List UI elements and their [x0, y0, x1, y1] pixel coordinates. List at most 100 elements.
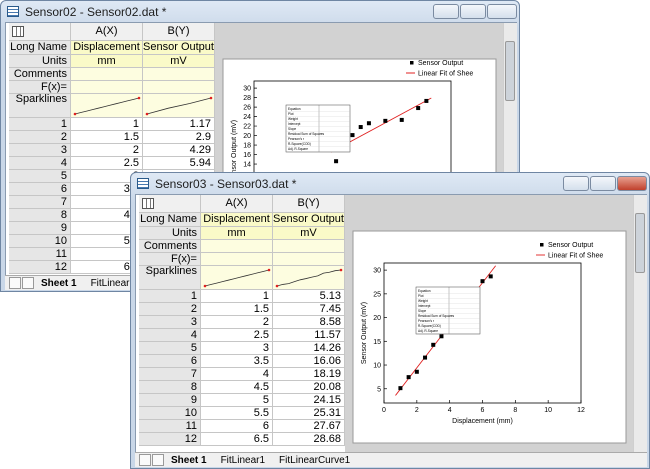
column-header[interactable]: B(Y)	[273, 195, 345, 213]
sparkline-end	[339, 268, 343, 272]
label-cell[interactable]: Sensor Output	[273, 213, 345, 227]
sheet-tab[interactable]: Sheet 1	[41, 278, 77, 289]
row-number: 4	[9, 157, 71, 170]
scrollbar-thumb[interactable]	[505, 41, 515, 101]
data-cell[interactable]: 1.5	[201, 303, 273, 316]
tab-next[interactable]	[22, 277, 34, 289]
data-cell[interactable]: 5.13	[273, 290, 345, 303]
y-tick-label: 20	[373, 315, 381, 322]
fit-table-label: Slope	[288, 127, 296, 131]
data-cell[interactable]: 27.67	[273, 420, 345, 433]
label-cell[interactable]: Sensor Output	[143, 41, 215, 55]
close-button[interactable]	[617, 176, 647, 191]
minimize-button[interactable]	[563, 176, 589, 191]
label-cell[interactable]: mV	[273, 227, 345, 240]
data-cell[interactable]: 2.5	[201, 329, 273, 342]
data-cell[interactable]: 3.5	[201, 355, 273, 368]
row-number: 10	[9, 235, 71, 248]
fit-table-label: Plot	[418, 294, 424, 298]
fit-table-label: Equation	[418, 289, 431, 293]
data-cell[interactable]: 4	[201, 368, 273, 381]
data-cell[interactable]: 20.08	[273, 381, 345, 394]
data-point	[358, 125, 363, 130]
data-cell[interactable]: 16.06	[273, 355, 345, 368]
label-cell[interactable]: Displacement	[201, 213, 273, 227]
tab-next[interactable]	[152, 454, 164, 466]
x-tick-label: 6	[481, 407, 485, 414]
column-header[interactable]: A(X)	[201, 195, 273, 213]
data-cell[interactable]: 1	[71, 118, 143, 131]
row-label: Long Name	[139, 213, 201, 227]
data-cell[interactable]: 2	[71, 144, 143, 157]
data-cell[interactable]: 11.57	[273, 329, 345, 342]
legend-label: Linear Fit of Shee	[548, 253, 603, 260]
minimize-button[interactable]	[433, 4, 459, 19]
empty-label-cell[interactable]	[71, 68, 143, 81]
y-tick-label: 18	[243, 143, 251, 150]
data-cell[interactable]: 2.9	[143, 131, 215, 144]
empty-label-cell[interactable]	[201, 240, 273, 253]
x-axis-label: Displacement (mm)	[452, 418, 513, 425]
data-cell[interactable]: 18.19	[273, 368, 345, 381]
y-tick-label: 14	[243, 162, 251, 169]
label-cell[interactable]: mm	[201, 227, 273, 240]
empty-label-cell[interactable]	[143, 81, 215, 94]
empty-label-cell[interactable]	[273, 253, 345, 266]
y-tick-label: 26	[243, 105, 251, 112]
data-cell[interactable]: 6.5	[201, 433, 273, 446]
label-cell[interactable]: Displacement	[71, 41, 143, 55]
maximize-button[interactable]	[590, 176, 616, 191]
x-tick-label: 8	[513, 407, 517, 414]
data-cell[interactable]: 6	[201, 420, 273, 433]
data-point	[383, 118, 388, 123]
empty-label-cell[interactable]	[273, 240, 345, 253]
data-cell[interactable]: 1.17	[143, 118, 215, 131]
column-header[interactable]: A(X)	[71, 23, 143, 41]
sheet-tab[interactable]: FitLinear1	[220, 455, 266, 466]
data-cell[interactable]: 14.26	[273, 342, 345, 355]
data-cell[interactable]: 1	[201, 290, 273, 303]
column-header[interactable]: B(Y)	[143, 23, 215, 41]
data-cell[interactable]: 25.31	[273, 407, 345, 420]
corner-cell	[139, 195, 201, 213]
data-cell[interactable]: 24.15	[273, 394, 345, 407]
tab-prev[interactable]	[9, 277, 21, 289]
data-cell[interactable]: 1.5	[71, 131, 143, 144]
data-point	[488, 274, 493, 279]
fit-table-label: Intercept	[418, 304, 431, 308]
maximize-button[interactable]	[460, 4, 486, 19]
label-cell[interactable]: mV	[143, 55, 215, 68]
data-cell[interactable]: 3	[201, 342, 273, 355]
y-tick-label: 10	[373, 363, 381, 370]
sparkline-end	[73, 112, 77, 116]
worksheet-window[interactable]: Sensor03 - Sensor03.dat * A(X) B(Y) Long Na…	[130, 172, 650, 469]
data-cell[interactable]: 4.5	[201, 381, 273, 394]
data-cell[interactable]: 28.68	[273, 433, 345, 446]
data-cell[interactable]: 7.45	[273, 303, 345, 316]
data-cell[interactable]: 8.58	[273, 316, 345, 329]
x-tick-label: 4	[448, 407, 452, 414]
row-number: 12	[139, 433, 201, 446]
label-cell[interactable]: mm	[71, 55, 143, 68]
fit-table-label: R-Square(COD)	[418, 324, 441, 328]
sheet-tab[interactable]: FitLinearCurve1	[279, 455, 351, 466]
empty-label-cell[interactable]	[71, 81, 143, 94]
sheet-tabs-bar: Sheet 1 FitLinear1 FitLinearCurve1	[135, 452, 647, 467]
close-button[interactable]	[487, 4, 517, 19]
data-cell[interactable]: 5.5	[201, 407, 273, 420]
row-number: 3	[139, 316, 201, 329]
empty-label-cell[interactable]	[143, 68, 215, 81]
data-cell[interactable]: 5	[201, 394, 273, 407]
empty-label-cell[interactable]	[201, 253, 273, 266]
data-point	[399, 117, 404, 122]
data-cell[interactable]: 2	[201, 316, 273, 329]
data-cell[interactable]: 4.29	[143, 144, 215, 157]
data-cell[interactable]: 5.94	[143, 157, 215, 170]
tab-prev[interactable]	[139, 454, 151, 466]
data-cell[interactable]: 2.5	[71, 157, 143, 170]
y-tick-label: 28	[243, 95, 251, 102]
sheet-tab[interactable]: Sheet 1	[171, 455, 207, 466]
sparkline-end	[267, 268, 271, 272]
scrollbar-thumb[interactable]	[635, 213, 645, 273]
sheet-tab[interactable]: FitLinear1	[90, 278, 136, 289]
